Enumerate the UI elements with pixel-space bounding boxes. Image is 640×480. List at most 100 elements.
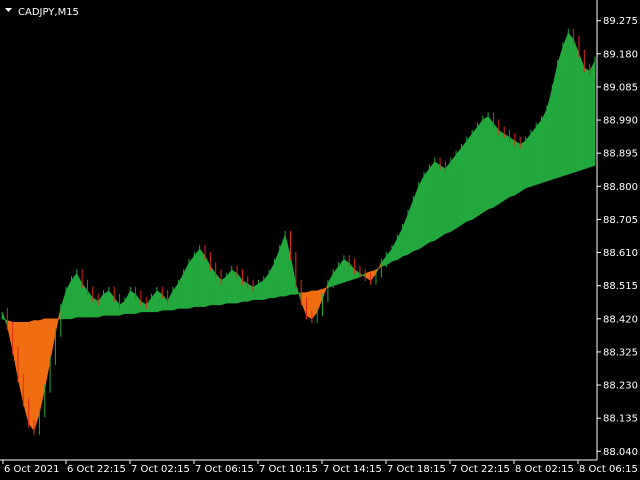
area-fill-above	[461, 140, 468, 226]
area-fill-above	[589, 60, 596, 168]
area-fill-above	[204, 255, 211, 308]
area-fill-above	[177, 273, 184, 309]
area-fill-above	[509, 136, 516, 198]
area-fill-above	[268, 262, 275, 299]
chart-title: CADJPY,M15	[5, 7, 79, 18]
area-fill-above	[466, 133, 473, 222]
area-fill-above	[279, 235, 286, 297]
area-fill-below	[316, 288, 323, 312]
area-fill-above	[145, 296, 152, 313]
area-fill-above	[1, 311, 8, 326]
area-fill-above	[151, 290, 158, 313]
area-fill-above	[295, 283, 302, 302]
area-fill-above	[535, 119, 542, 185]
area-fill-above	[493, 122, 500, 208]
price-tick-label: 88.895	[603, 149, 638, 160]
area-fill-above	[429, 161, 436, 243]
area-fill-below	[370, 269, 377, 282]
area-fill-above	[503, 133, 510, 201]
area-fill-above	[418, 175, 425, 250]
area-fill-above	[514, 140, 521, 196]
area-fill-above	[258, 279, 265, 300]
area-fill-above	[108, 290, 115, 316]
area-fill-below	[55, 308, 62, 333]
area-fill-above	[327, 273, 334, 288]
area-fill-above	[76, 273, 83, 318]
area-fill-below	[375, 262, 382, 274]
price-tick-label: 88.040	[603, 447, 638, 458]
area-fill-above	[338, 258, 345, 285]
time-tick-label: 7 Oct 14:15	[323, 464, 382, 475]
area-fill-above	[242, 279, 249, 302]
price-tick-label: 88.135	[603, 414, 638, 425]
area-fill-above	[60, 290, 67, 320]
area-fill-above	[407, 200, 414, 255]
area-fill-above	[530, 126, 537, 187]
time-tick-label: 8 Oct 02:15	[515, 464, 574, 475]
price-tick-label: 89.275	[603, 16, 638, 27]
area-fill-above	[226, 269, 233, 304]
area-fill-above	[135, 293, 142, 314]
area-fill-above	[450, 154, 457, 233]
area-fill-above	[92, 297, 99, 318]
symbol-label: CADJPY,M15	[18, 7, 79, 18]
area-fill-above	[65, 280, 72, 320]
area-fill-above	[584, 67, 590, 170]
area-fill-above	[161, 293, 168, 311]
area-fill-below	[28, 320, 35, 432]
area-fill-above	[562, 32, 569, 177]
price-tick-label: 88.230	[603, 381, 638, 392]
area-fill-above	[215, 272, 222, 306]
area-fill-above	[525, 133, 532, 189]
area-fill-above	[81, 283, 88, 318]
area-fill-below	[7, 320, 13, 351]
triangle-down-icon[interactable]	[5, 8, 12, 12]
area-fill-above	[167, 290, 174, 311]
area-fill-above	[247, 283, 254, 302]
area-fill-above	[290, 255, 297, 295]
time-tick-label: 6 Oct 22:15	[67, 464, 126, 475]
area-fill-below	[39, 318, 46, 413]
area-fill-above	[541, 109, 548, 184]
area-fill-above	[477, 119, 484, 217]
area-fill-above	[573, 39, 580, 173]
area-fill-below	[300, 292, 307, 316]
area-fill-below	[322, 283, 329, 298]
price-tick-label: 88.325	[603, 347, 638, 358]
area-fill-below	[23, 321, 30, 424]
area-fill-above	[343, 258, 350, 283]
price-axis: 89.275 89.180 89.085 88.990 88.895 88.800 88.7…	[596, 0, 638, 460]
time-tick-label: 7 Oct 02:15	[131, 464, 190, 475]
area-fill-above	[103, 290, 110, 316]
time-tick-label: 8 Oct 06:15	[579, 464, 638, 475]
area-fill-above	[348, 262, 355, 281]
area-fill-below	[311, 290, 318, 320]
area-fill-above	[87, 290, 94, 318]
time-tick-label: 7 Oct 06:15	[195, 464, 254, 475]
area-fill-above	[551, 64, 558, 180]
area-fill-above	[236, 272, 243, 304]
area-fill-below	[17, 321, 24, 403]
area-fill-above	[183, 262, 190, 309]
price-tick-label: 88.800	[603, 182, 638, 193]
area-fill-above	[381, 255, 387, 267]
area-fill-above	[199, 248, 206, 307]
plot-area	[1, 28, 596, 435]
area-fill-above	[129, 290, 136, 314]
area-fill-above	[194, 248, 200, 307]
area-fill-above	[263, 272, 270, 301]
price-tick-label: 88.420	[603, 314, 638, 325]
area-fill-above	[423, 167, 430, 247]
area-fill-above	[332, 265, 339, 287]
area-fill-below	[364, 271, 371, 281]
area-fill-above	[359, 272, 366, 278]
area-fill-below	[33, 320, 40, 431]
area-fill-above	[252, 283, 259, 300]
area-fill-above	[519, 140, 526, 193]
price-tick-label: 89.085	[603, 82, 638, 93]
price-tick-label: 88.610	[603, 248, 638, 259]
time-tick-label: 7 Oct 22:15	[451, 464, 510, 475]
time-axis: 6 Oct 2021 6 Oct 22:15 7 Oct 02:15 7 Oct 06…	[0, 459, 638, 475]
